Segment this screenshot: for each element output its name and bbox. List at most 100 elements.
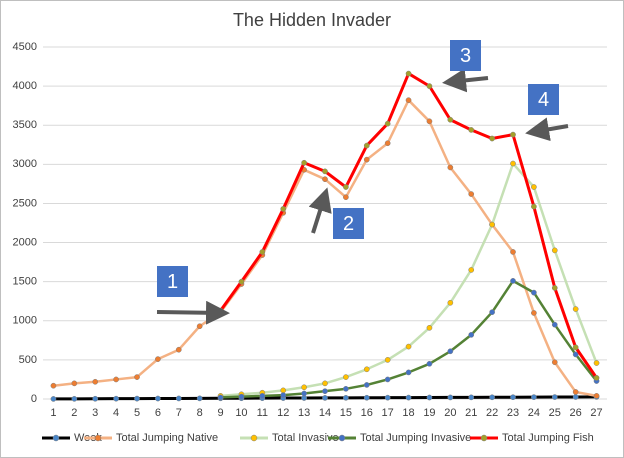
y-tick-label: 0 — [31, 393, 37, 405]
data-point — [510, 278, 516, 284]
legend-marker — [250, 434, 258, 442]
annotation-box — [157, 266, 188, 297]
data-point — [489, 135, 495, 142]
data-point — [343, 374, 349, 380]
y-tick-label: 4500 — [13, 41, 37, 53]
data-point — [92, 395, 99, 402]
data-point — [322, 380, 328, 387]
data-point — [196, 395, 203, 402]
data-point — [531, 310, 537, 316]
data-point — [384, 140, 391, 147]
data-point — [134, 374, 140, 380]
data-point — [510, 249, 516, 255]
legend-marker — [338, 434, 346, 442]
data-point — [405, 97, 412, 104]
legend-label: Total Jumping Fish — [502, 432, 594, 444]
data-point — [238, 393, 245, 400]
data-point — [113, 395, 119, 402]
data-point — [175, 395, 182, 402]
data-point — [531, 394, 537, 400]
data-point — [531, 289, 537, 296]
data-point — [343, 184, 349, 190]
data-point — [593, 375, 600, 381]
data-point — [405, 70, 412, 77]
data-point — [363, 366, 370, 373]
x-tick-label: 25 — [549, 407, 561, 419]
data-point — [113, 376, 119, 383]
data-point — [343, 385, 349, 392]
data-point — [301, 159, 307, 166]
data-point — [405, 343, 412, 350]
data-point — [572, 351, 579, 358]
annotation-arrow — [442, 68, 489, 93]
x-tick-label: 13 — [298, 407, 310, 419]
x-tick-label: 27 — [590, 407, 602, 419]
data-point — [92, 378, 99, 385]
data-point — [468, 127, 475, 133]
annotation-label: 3 — [460, 45, 471, 67]
data-point — [426, 324, 433, 331]
data-point — [322, 176, 328, 183]
data-point — [384, 394, 391, 401]
x-tick-label: 12 — [277, 407, 289, 419]
annotation-arrow — [308, 187, 332, 234]
data-point — [489, 309, 495, 316]
data-point — [155, 356, 161, 362]
data-point — [531, 184, 537, 190]
x-tick-label: 18 — [402, 407, 414, 419]
data-point — [343, 394, 349, 401]
data-point — [259, 393, 266, 399]
data-point — [551, 394, 558, 400]
data-point — [196, 323, 203, 330]
data-point — [426, 394, 433, 401]
y-tick-label: 2000 — [13, 236, 37, 248]
x-tick-label: 21 — [465, 407, 477, 419]
x-tick-label: 9 — [217, 407, 223, 419]
data-point — [301, 384, 307, 391]
annotation-arrow — [156, 300, 230, 325]
x-tick-label: 8 — [197, 407, 203, 419]
data-point — [551, 247, 558, 254]
data-point — [489, 221, 495, 228]
x-tick-label: 4 — [113, 407, 119, 419]
data-point — [426, 83, 433, 89]
data-point — [572, 394, 579, 400]
annotation-label: 2 — [343, 213, 354, 235]
data-point — [447, 164, 454, 171]
data-point — [468, 332, 475, 338]
annotation-arrow — [525, 117, 569, 142]
data-point — [363, 382, 370, 388]
data-point — [259, 249, 266, 255]
x-tick-label: 10 — [235, 407, 247, 419]
data-point — [531, 203, 537, 210]
legend-marker — [480, 434, 488, 442]
x-tick-label: 17 — [382, 407, 394, 419]
annotation-box — [528, 84, 559, 115]
y-tick-label: 1000 — [13, 315, 37, 327]
annotation-label: 1 — [167, 271, 178, 293]
x-tick-label: 22 — [486, 407, 498, 419]
data-point — [280, 392, 287, 398]
x-tick-label: 20 — [444, 407, 456, 419]
data-point — [572, 389, 579, 395]
data-point — [593, 360, 600, 366]
data-point — [134, 395, 140, 402]
data-point — [175, 346, 182, 353]
data-point — [510, 131, 516, 138]
data-point — [468, 267, 475, 273]
data-point — [551, 285, 558, 291]
data-point — [363, 394, 370, 401]
x-tick-label: 3 — [92, 407, 98, 419]
data-point — [551, 359, 558, 366]
data-point — [426, 118, 433, 125]
data-point — [593, 393, 600, 399]
data-point — [217, 394, 224, 401]
x-tick-label: 26 — [570, 407, 582, 419]
data-point — [280, 387, 287, 394]
legend-label: Total Jumping Native — [116, 432, 218, 444]
data-point — [572, 306, 579, 312]
x-tick-label: 6 — [155, 407, 161, 419]
x-tick-label: 16 — [361, 407, 373, 419]
